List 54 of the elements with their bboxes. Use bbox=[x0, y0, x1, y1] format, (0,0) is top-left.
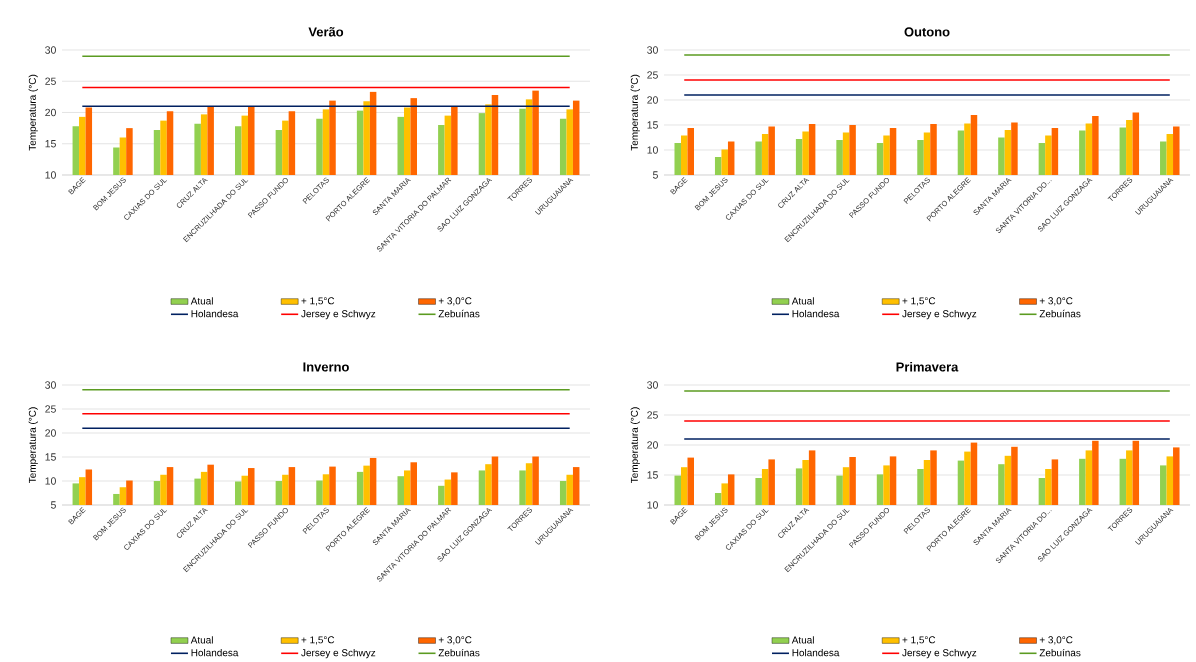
legend-label: + 1,5°C bbox=[301, 297, 335, 306]
y-tick-label: 30 bbox=[647, 46, 658, 54]
legend-label: Jersey e Schwyz bbox=[301, 309, 376, 320]
y-tick-label: 25 bbox=[647, 411, 658, 419]
legend-label: + 1,5°C bbox=[902, 297, 936, 306]
legend-label: + 1,5°C bbox=[301, 636, 335, 645]
y-tick-label: 20 bbox=[45, 429, 56, 437]
chart-title: Verão bbox=[308, 27, 344, 37]
y-axis-title: Temperatura (°C) bbox=[630, 74, 640, 151]
y-tick-label: 30 bbox=[45, 381, 56, 389]
y-tick-label: 20 bbox=[647, 441, 658, 449]
legend-label: Jersey e Schwyz bbox=[902, 309, 977, 320]
legend-label: Holandesa bbox=[792, 648, 840, 657]
y-tick-label: 10 bbox=[45, 171, 56, 179]
y-axis-title: Temperatura (°C) bbox=[630, 407, 640, 484]
legend-label: Holandesa bbox=[191, 648, 239, 657]
legend-label: + 1,5°C bbox=[902, 636, 936, 645]
legend-label: + 3,0°C bbox=[1039, 297, 1073, 306]
y-tick-label: 10 bbox=[45, 477, 56, 485]
y-tick-label: 25 bbox=[647, 71, 658, 79]
legend-label: Zebuínas bbox=[1039, 309, 1081, 318]
legend-label: + 3,0°C bbox=[1039, 636, 1073, 645]
y-tick-label: 30 bbox=[647, 381, 658, 389]
legend-label: Atual bbox=[791, 636, 814, 644]
y-axis-title: Temperatura (°C) bbox=[28, 74, 38, 151]
legend-label: + 3,0°C bbox=[438, 297, 472, 306]
y-tick-label: 15 bbox=[647, 121, 658, 129]
legend-label: Atual bbox=[791, 297, 814, 305]
legend-label: Holandesa bbox=[191, 309, 239, 318]
legend-label: Atual bbox=[190, 297, 213, 305]
legend-label: Holandesa bbox=[792, 309, 840, 318]
legend-label: Jersey e Schwyz bbox=[301, 648, 376, 659]
y-tick-label: 15 bbox=[45, 453, 56, 461]
y-tick-label: 5 bbox=[652, 171, 658, 179]
y-tick-label: 30 bbox=[45, 46, 56, 54]
legend-label: Zebuínas bbox=[438, 309, 480, 318]
y-tick-label: 20 bbox=[45, 108, 56, 117]
legend-label: Atual bbox=[190, 636, 213, 644]
y-tick-label: 15 bbox=[647, 471, 658, 479]
y-tick-label: 10 bbox=[647, 146, 658, 154]
y-axis-title: Temperatura (°C) bbox=[28, 407, 38, 484]
y-tick-label: 15 bbox=[45, 140, 56, 148]
legend-label: + 3,0°C bbox=[438, 636, 472, 645]
chart-title: Outono bbox=[904, 27, 950, 37]
y-tick-label: 20 bbox=[647, 96, 658, 104]
chart-title: Inverno bbox=[303, 362, 349, 372]
y-tick-label: 25 bbox=[45, 405, 56, 413]
legend-label: Zebuínas bbox=[438, 648, 480, 657]
chart-title: Primavera bbox=[896, 361, 959, 372]
y-tick-label: 5 bbox=[50, 501, 56, 509]
legend-label: Jersey e Schwyz bbox=[902, 648, 977, 659]
y-tick-label: 25 bbox=[45, 77, 56, 85]
legend-label: Zebuínas bbox=[1039, 648, 1081, 657]
y-tick-label: 10 bbox=[647, 501, 658, 509]
